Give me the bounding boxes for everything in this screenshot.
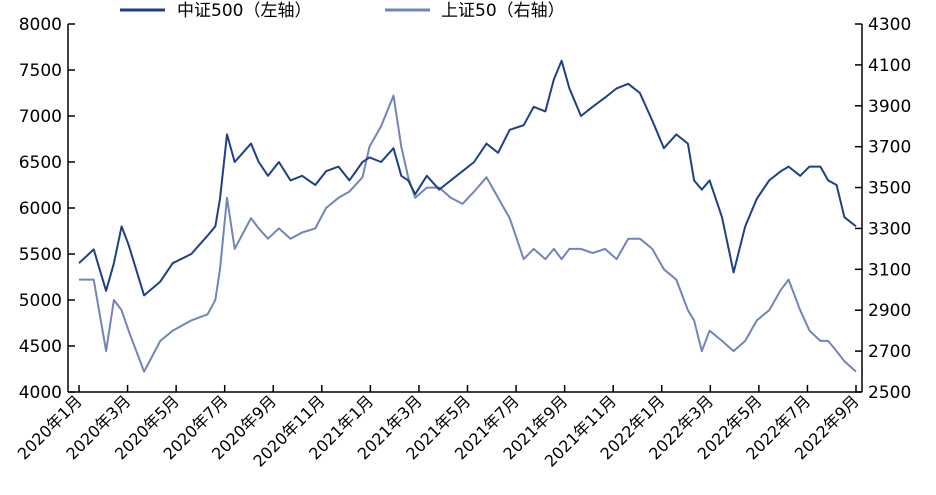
y-tick-right-label: 4300 [868, 15, 911, 35]
x-ticks: 2020年1月2020年3月2020年5月2020年7月2020年9月2020年… [14, 385, 863, 471]
y-ticks-left: 8000 7500 7000 6500 6000 5500 5000 4500 4000 [19, 15, 75, 403]
series-layer [78, 59, 857, 373]
y-tick-right-label: 2500 [868, 383, 911, 403]
series-line-2 [79, 94, 857, 373]
y-tick-right-label: 3300 [868, 219, 911, 239]
y-tick-left-label: 6500 [19, 153, 62, 173]
y-tick-left-label: 8000 [19, 15, 62, 35]
legend: 中证500（左轴） 上证50（右轴） [120, 1, 565, 21]
y-tick-right-label: 3900 [868, 97, 911, 117]
y-tick-left-label: 7500 [19, 61, 62, 81]
y-tick-right-label: 2900 [868, 301, 911, 321]
series-line-1 [78, 59, 857, 297]
y-tick-left-label: 4500 [19, 337, 62, 357]
y-tick-right-label: 4100 [868, 56, 911, 76]
legend-label-series-2: 上证50（右轴） [441, 1, 565, 21]
y-tick-left-label: 4000 [19, 383, 62, 403]
y-tick-left-label: 6000 [19, 199, 62, 219]
y-tick-left-label: 5500 [19, 245, 62, 265]
y-tick-right-label: 3100 [868, 260, 911, 280]
y-tick-left-label: 5000 [19, 291, 62, 311]
plot-frame [67, 24, 863, 393]
y-tick-left-label: 7000 [19, 107, 62, 127]
y-tick-right-label: 3500 [868, 179, 911, 199]
y-ticks-right: 4300 4100 3900 3700 3500 3300 3100 2900 2700 2500 [855, 15, 911, 403]
y-tick-right-label: 3700 [868, 138, 911, 158]
y-tick-right-label: 2700 [868, 342, 911, 362]
legend-label-series-1: 中证500（左轴） [177, 1, 311, 21]
